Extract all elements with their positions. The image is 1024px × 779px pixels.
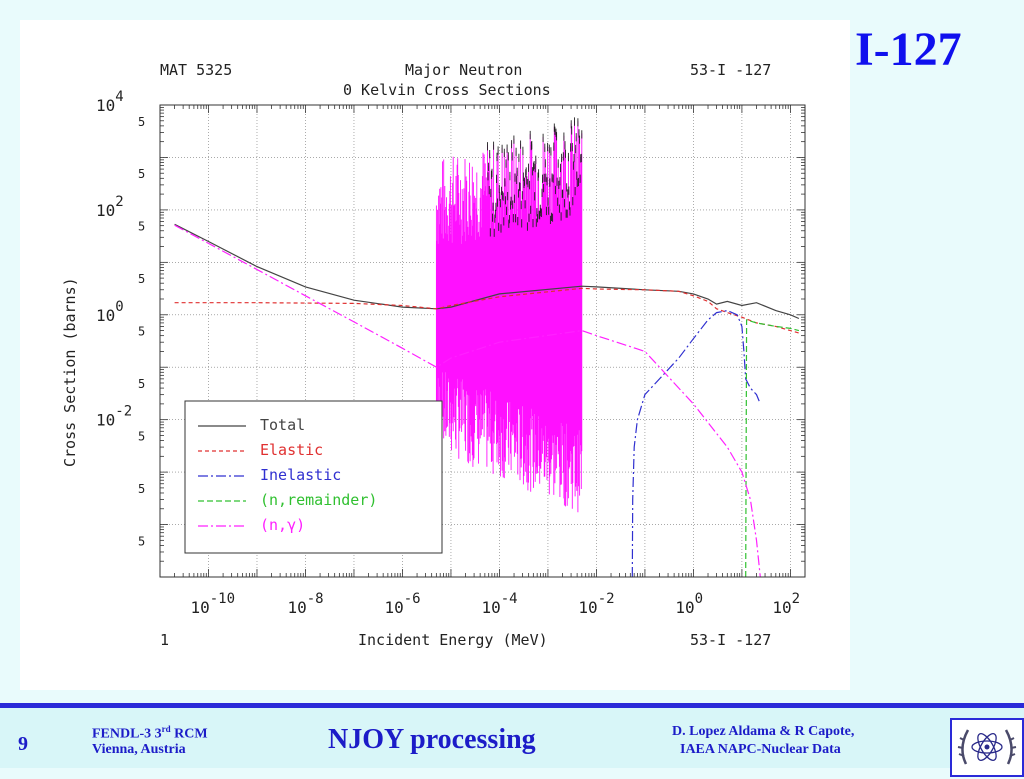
legend-label-capture: (n,γ) <box>260 516 305 534</box>
legend-label-inelastic: Inelastic <box>260 466 341 484</box>
x-tick-label: 100 <box>675 591 703 617</box>
x-axis-label: Incident Energy (MeV) <box>358 631 548 649</box>
y-minor-tick-label: 5 <box>138 482 145 496</box>
footer-title: NJOY processing <box>328 724 536 755</box>
plot-frame <box>159 104 806 578</box>
y-tick-label: 100 <box>96 299 124 325</box>
isotope-label-bottom: 53-I -127 <box>690 631 771 649</box>
legend-label-elastic: Elastic <box>260 441 323 459</box>
isotope-label-top: 53-I -127 <box>690 61 771 79</box>
series-line-2 <box>631 309 761 578</box>
y-tick-label: 10-2 <box>96 404 132 430</box>
legend-label-remainder: (n,remainder) <box>260 491 377 509</box>
iaea-atom-wreath-icon <box>950 718 1024 777</box>
authors-line1: D. Lopez Aldama & R Capote, <box>672 724 855 739</box>
y-axis-label: Cross Section (barns) <box>61 277 79 467</box>
x-tick-label: 10-4 <box>481 591 517 617</box>
meeting-line1: FENDL-3 3rd RCM <box>92 724 208 743</box>
mat-label: MAT 5325 <box>160 61 232 79</box>
x-tick-label: 10-2 <box>578 591 614 617</box>
x-tick-label: 10-6 <box>384 591 420 617</box>
chart-title-line2: 0 Kelvin Cross Sections <box>343 81 551 99</box>
y-minor-tick-label: 5 <box>138 534 145 548</box>
resonance-capture-spikes <box>435 120 583 513</box>
plot-panel: MAT 5325 Major Neutron 0 Kelvin Cross Se… <box>20 20 850 690</box>
y-minor-tick-label: 5 <box>138 220 145 234</box>
y-minor-tick-label: 5 <box>138 429 145 443</box>
x-tick-label: 102 <box>772 591 800 617</box>
series-line-3 <box>745 319 800 578</box>
resonance-region <box>435 117 583 513</box>
footer-body: 9 FENDL-3 3rd RCM Vienna, Austria NJOY p… <box>0 708 1024 777</box>
plot-footer-left: 1 <box>160 631 169 649</box>
meeting-ordinal: rd <box>161 724 171 734</box>
page-number: 9 <box>18 733 28 755</box>
meeting-type: RCM <box>170 726 208 742</box>
footer-divider <box>0 703 1024 708</box>
meeting-name: FENDL-3 3 <box>92 726 162 742</box>
y-minor-tick-label: 5 <box>138 377 145 391</box>
legend: Total Elastic Inelastic (n,remainder) (n… <box>184 400 443 554</box>
y-minor-tick-label: 5 <box>138 272 145 286</box>
slide-title: I-127 <box>855 23 962 76</box>
cross-section-chart: MAT 5325 Major Neutron 0 Kelvin Cross Se… <box>61 61 806 649</box>
series-line-4 <box>174 224 761 578</box>
axis-ticks: 10-10 10-8 10-6 10-4 10-2 100 102 104 102 100 10-2… <box>96 89 806 617</box>
legend-label-total: Total <box>260 416 305 434</box>
meeting-location: Vienna, Austria <box>92 742 186 757</box>
x-tick-label: 10-8 <box>287 591 323 617</box>
resonance-total-spikes <box>487 117 583 237</box>
chart-title-line1: Major Neutron <box>405 61 522 79</box>
series-line-0 <box>174 223 800 320</box>
y-tick-label: 102 <box>96 194 124 220</box>
y-minor-tick-label: 5 <box>138 115 145 129</box>
x-tick-label: 10-10 <box>190 591 235 617</box>
y-tick-label: 104 <box>96 89 124 115</box>
series-lines <box>174 223 800 578</box>
y-minor-tick-label: 5 <box>138 325 145 339</box>
y-minor-tick-label: 5 <box>138 167 145 181</box>
footer-bar: 9 FENDL-3 3rd RCM Vienna, Austria NJOY p… <box>0 703 1024 777</box>
authors-line2: IAEA NAPC-Nuclear Data <box>680 742 841 757</box>
